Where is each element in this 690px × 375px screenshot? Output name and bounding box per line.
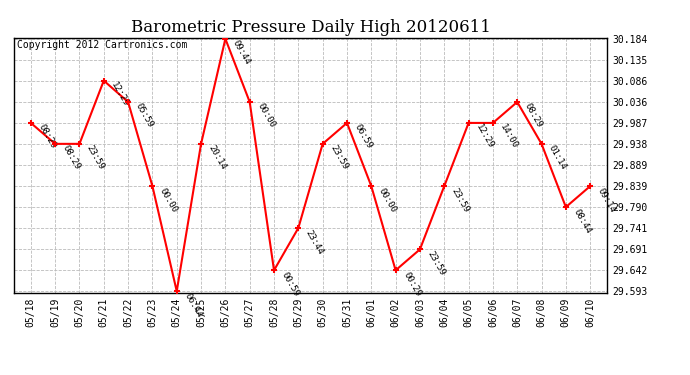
Text: 09:44: 09:44 [231, 39, 252, 66]
Text: 06:59: 06:59 [353, 123, 374, 151]
Text: 00:00: 00:00 [255, 102, 277, 130]
Text: 00:29: 00:29 [401, 270, 422, 298]
Text: 23:59: 23:59 [85, 144, 106, 172]
Text: 00:59: 00:59 [279, 270, 301, 298]
Text: 23:59: 23:59 [426, 249, 446, 277]
Text: Copyright 2012 Cartronics.com: Copyright 2012 Cartronics.com [17, 40, 187, 50]
Text: 08:29: 08:29 [523, 102, 544, 130]
Text: 23:59: 23:59 [328, 144, 349, 172]
Text: 01:14: 01:14 [547, 144, 569, 172]
Text: 20:14: 20:14 [206, 144, 228, 172]
Text: 00:00: 00:00 [158, 186, 179, 214]
Text: 05:59: 05:59 [134, 102, 155, 130]
Text: 00:00: 00:00 [377, 186, 398, 214]
Text: 09:14: 09:14 [595, 186, 617, 214]
Text: 08:44: 08:44 [571, 207, 593, 235]
Text: 12:29: 12:29 [474, 123, 495, 151]
Text: 08:29: 08:29 [61, 144, 82, 172]
Text: 12:29: 12:29 [109, 81, 130, 108]
Text: 23:59: 23:59 [450, 186, 471, 214]
Text: 14:00: 14:00 [498, 123, 520, 151]
Text: 08:29: 08:29 [37, 123, 57, 151]
Text: 06:44: 06:44 [182, 291, 204, 319]
Title: Barometric Pressure Daily High 20120611: Barometric Pressure Daily High 20120611 [130, 19, 491, 36]
Text: 23:44: 23:44 [304, 228, 325, 256]
